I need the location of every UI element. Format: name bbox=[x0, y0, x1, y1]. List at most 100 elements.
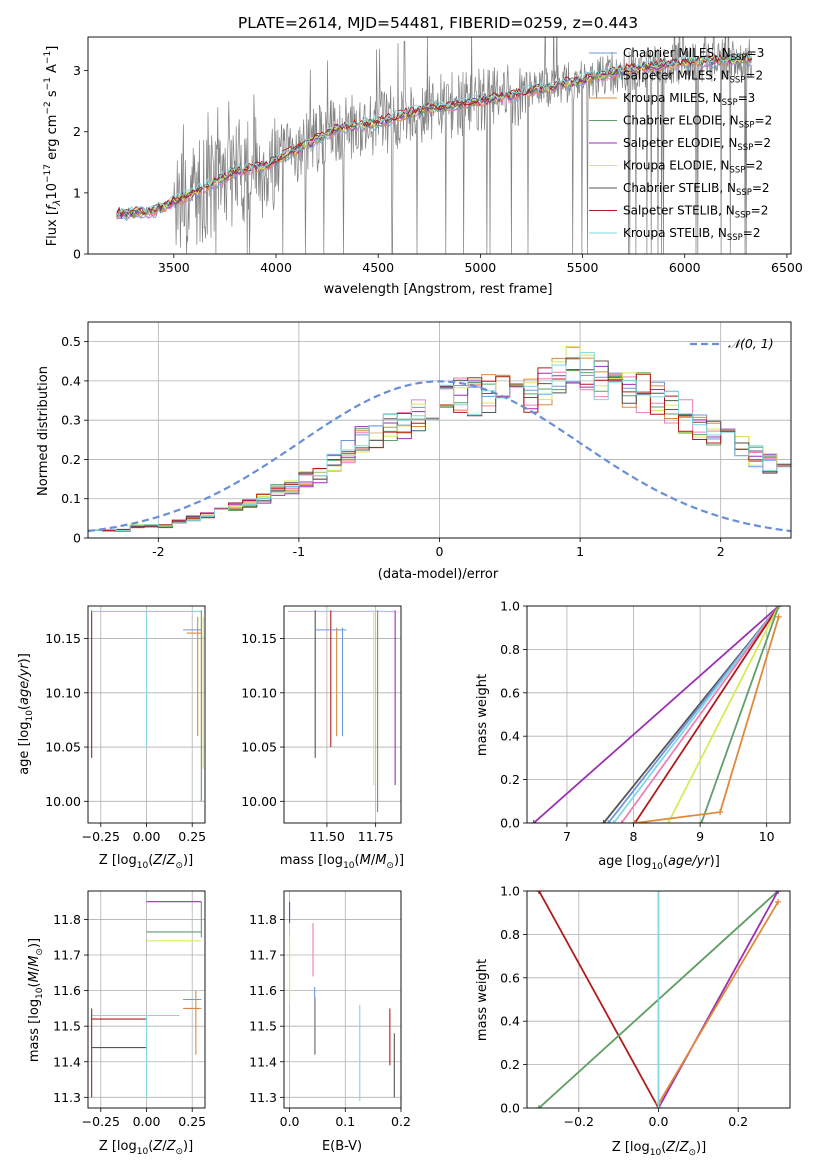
weight-vs-age-ytick-label: 0.8 bbox=[500, 642, 520, 657]
mass-vs-z-xtick-label: −0.25 bbox=[82, 1114, 120, 1129]
spectrum-frame bbox=[87, 36, 792, 255]
mass-vs-z-panel: Z [log10(Z/Z⊙)] mass [log10(M/M⊙)] −0.25… bbox=[27, 890, 206, 1157]
legend-label: Chabrier MILES, NSSP=3 bbox=[623, 46, 764, 63]
residuals-ytick-label: 0 bbox=[73, 531, 81, 546]
mass-vs-z-ytick-label: 11.4 bbox=[53, 1054, 81, 1069]
residuals-ytick-label: 0.1 bbox=[61, 491, 81, 506]
weight-vs-age-ytick-label: 0.0 bbox=[500, 816, 520, 831]
mass-vs-ebv-xtick-label: 0.0 bbox=[280, 1114, 300, 1129]
age-vs-mass-panel: mass [log10(M/M⊙)] 11.50 11.75 10.00 10.05 1… bbox=[241, 605, 404, 871]
mass-vs-z-xtick-label: 0.00 bbox=[133, 1114, 161, 1129]
weight-marker bbox=[775, 606, 782, 609]
weight-line bbox=[657, 891, 779, 1108]
age-vs-z-xtick-label: 0.25 bbox=[178, 829, 206, 844]
mass-vs-z-ytick-label: 11.3 bbox=[53, 1090, 81, 1105]
weight-vs-z-frame bbox=[526, 890, 791, 1109]
weight-marker bbox=[775, 613, 782, 620]
model-spectrum bbox=[116, 53, 752, 217]
age-vs-z-panel: Z [log10(Z/Z⊙)] age [log10(age/yr)] −0.2… bbox=[17, 605, 206, 871]
mass-vs-z-ylabel: mass [log10(M/M⊙)] bbox=[27, 938, 45, 1062]
weight-vs-age-frame bbox=[526, 605, 791, 824]
residual-histogram bbox=[88, 345, 791, 538]
weight-marker bbox=[605, 820, 612, 823]
mass-vs-ebv-ytick-label: 11.6 bbox=[249, 983, 277, 998]
weight-vs-age-xlabel: age [log10(age/yr)] bbox=[598, 854, 720, 872]
residuals-ytick-label: 0.2 bbox=[61, 452, 81, 467]
legend-label: Chabrier STELIB, NSSP=2 bbox=[623, 181, 770, 198]
weight-line bbox=[620, 606, 780, 823]
weight-vs-age-ytick-label: 1.0 bbox=[500, 599, 520, 614]
mass-vs-ebv-ytick-label: 11.4 bbox=[249, 1054, 277, 1069]
weight-vs-z-ytick-label: 1.0 bbox=[500, 884, 520, 899]
legend-label: Kroupa ELODIE, NSSP=2 bbox=[623, 159, 763, 176]
spectrum-xtick-label: 3500 bbox=[158, 260, 190, 275]
residuals-xtick-label: 2 bbox=[717, 544, 725, 559]
mass-vs-z-xlabel: Z [log10(Z/Z⊙)] bbox=[99, 1139, 193, 1157]
weight-line bbox=[667, 606, 780, 823]
normal-curve bbox=[88, 380, 791, 533]
weight-vs-z-xtick-label: 0.0 bbox=[649, 1114, 669, 1129]
residuals-ytick-label: 0.3 bbox=[61, 413, 81, 428]
legend-label: Chabrier ELODIE, NSSP=2 bbox=[623, 114, 772, 131]
age-vs-z-ytick-label: 10.05 bbox=[45, 740, 81, 755]
spectrum-ytick-label: 0 bbox=[73, 247, 81, 262]
weight-line bbox=[657, 901, 779, 1105]
weight-vs-age-xtick-label: 8 bbox=[630, 829, 638, 844]
spectrum-ytick-label: 1 bbox=[73, 185, 81, 200]
figure-title: PLATE=2614, MJD=54481, FIBERID=0259, z=0… bbox=[238, 14, 638, 32]
residuals-xtick-label: -1 bbox=[293, 544, 305, 559]
spectrum-xlabel: wavelength [Angstrom, rest frame] bbox=[324, 282, 553, 297]
weight-vs-z-ytick-label: 0.6 bbox=[500, 970, 520, 985]
mass-vs-ebv-ytick-label: 11.8 bbox=[249, 912, 277, 927]
weight-vs-z-ytick-label: 0.0 bbox=[500, 1101, 520, 1116]
mass-vs-ebv-ytick-label: 11.3 bbox=[249, 1090, 277, 1105]
weight-line bbox=[538, 891, 660, 1108]
legend-label: Kroupa STELIB, NSSP=2 bbox=[623, 226, 761, 243]
residuals-panel: (data-model)/error Normed distribution -… bbox=[36, 321, 792, 582]
mass-vs-z-ytick-label: 11.5 bbox=[53, 1019, 81, 1034]
weight-marker bbox=[535, 891, 542, 894]
age-vs-mass-ytick-label: 10.00 bbox=[241, 794, 277, 809]
weight-vs-z-ylabel: mass weight bbox=[475, 959, 490, 1041]
weight-marker bbox=[530, 820, 537, 823]
age-vs-z-xlabel: Z [log10(Z/Z⊙)] bbox=[99, 853, 193, 871]
age-vs-mass-xtick-label: 11.50 bbox=[309, 829, 345, 844]
mass-vs-ebv-panel: E(B-V) 0.0 0.1 0.2 11.3 11.4 11.5 11.6 11.7 11.8 bbox=[249, 890, 411, 1154]
age-vs-z-ylabel: age [log10(age/yr)] bbox=[17, 653, 35, 775]
weight-marker bbox=[717, 809, 724, 816]
weight-vs-z-panel: Z [log10(Z/Z⊙)] mass weight −0.2 0.0 0.2 0.… bbox=[475, 884, 791, 1158]
mass-vs-ebv-xtick-label: 0.2 bbox=[391, 1114, 411, 1129]
mass-vs-ebv-frame bbox=[283, 890, 402, 1109]
legend-label: Salpeter ELODIE, NSSP=2 bbox=[623, 136, 771, 153]
age-vs-z-ytick-label: 10.10 bbox=[45, 685, 81, 700]
age-vs-mass-xlabel: mass [log10(M/M⊙)] bbox=[280, 853, 404, 871]
spectrum-xtick-label: 6500 bbox=[771, 260, 803, 275]
weight-vs-z-ytick-label: 0.4 bbox=[500, 1014, 520, 1029]
mass-vs-ebv-ytick-label: 11.7 bbox=[249, 948, 277, 963]
weight-marker bbox=[698, 820, 705, 823]
age-vs-z-xtick-label: −0.25 bbox=[82, 829, 120, 844]
residuals-ytick-label: 0.4 bbox=[61, 373, 81, 388]
weight-vs-z-ytick-label: 0.2 bbox=[500, 1057, 520, 1072]
legend-label: Kroupa MILES, NSSP=3 bbox=[623, 91, 755, 108]
weight-marker bbox=[775, 891, 782, 894]
spectrum-xtick-label: 4500 bbox=[362, 260, 394, 275]
age-vs-z-frame bbox=[87, 605, 206, 824]
age-vs-mass-ytick-label: 10.10 bbox=[241, 685, 277, 700]
age-vs-mass-ytick-label: 10.15 bbox=[241, 631, 277, 646]
age-vs-z-ytick-label: 10.00 bbox=[45, 794, 81, 809]
mass-vs-z-ytick-label: 11.6 bbox=[53, 983, 81, 998]
legend-label: Salpeter MILES, NSSP=2 bbox=[623, 69, 763, 86]
weight-marker bbox=[665, 820, 672, 823]
age-vs-mass-ytick-label: 10.05 bbox=[241, 740, 277, 755]
residuals-xlabel: (data-model)/error bbox=[378, 567, 499, 582]
mass-vs-z-frame bbox=[87, 890, 206, 1109]
age-vs-mass-xtick-label: 11.75 bbox=[358, 829, 394, 844]
weight-line bbox=[634, 606, 780, 823]
weight-vs-age-ylabel: mass weight bbox=[475, 674, 490, 756]
model-spectrum bbox=[116, 51, 753, 218]
weight-marker bbox=[655, 891, 662, 894]
spectrum-xtick-label: 5000 bbox=[464, 260, 496, 275]
spectrum-ylabel: Flux [fλ10−17 erg cm−2 s−1 A−1] bbox=[43, 46, 63, 247]
residuals-frame bbox=[87, 321, 792, 539]
